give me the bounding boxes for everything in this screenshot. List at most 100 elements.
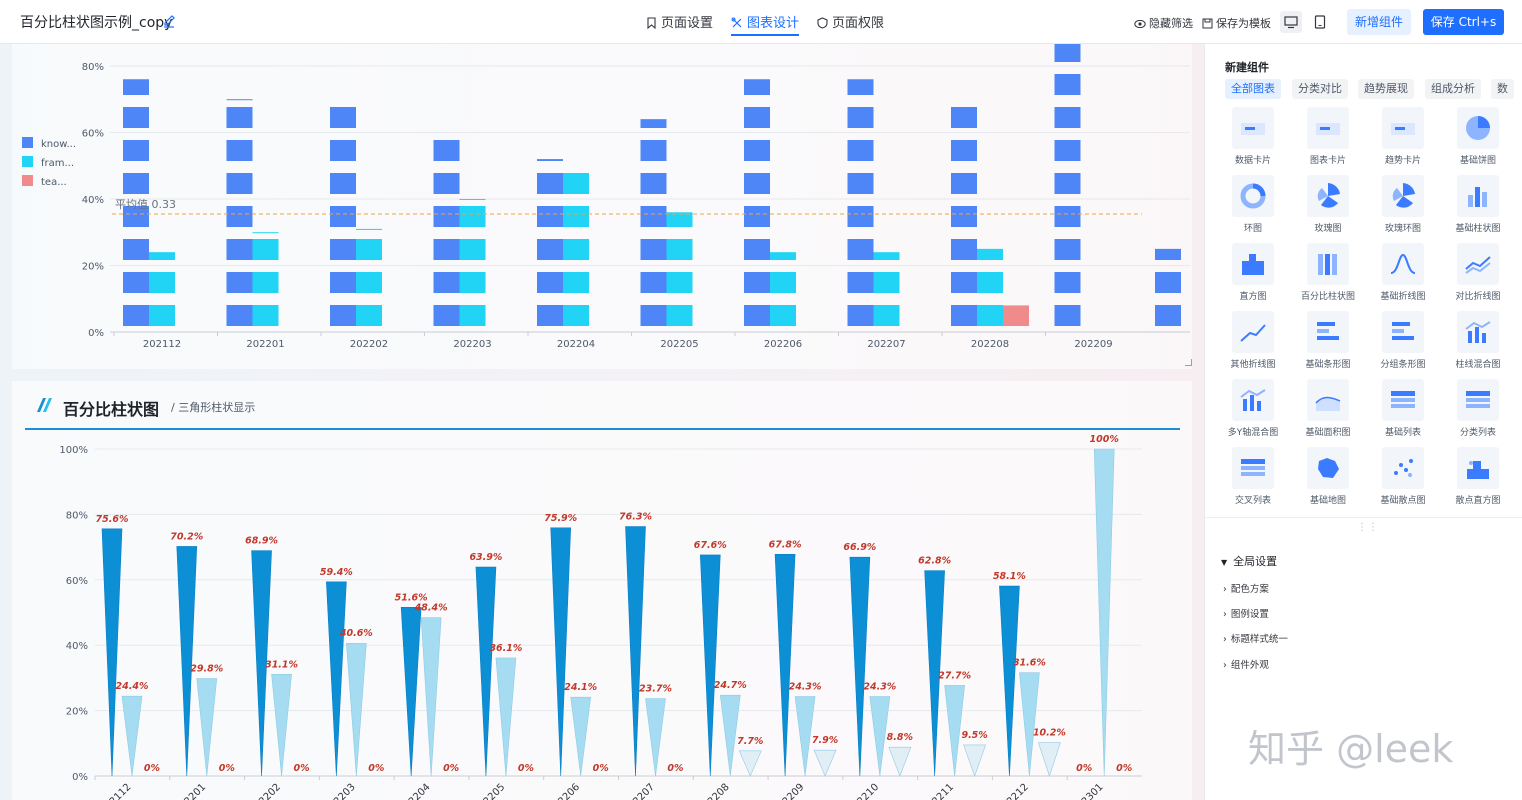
gallery-item[interactable]: 柱线混合图: [1446, 311, 1510, 370]
bar-segment: [252, 239, 279, 260]
gallery-item[interactable]: 基础折线图: [1371, 243, 1435, 302]
gallery-label: 其他折线图: [1230, 360, 1276, 370]
data-label: 67.6%: [694, 540, 727, 551]
add-component-button[interactable]: 新增组件: [1347, 9, 1411, 35]
gallery-item[interactable]: 基础柱状图: [1446, 175, 1510, 234]
x-tick-label: 202203: [323, 782, 358, 800]
bar-segment: [459, 272, 486, 293]
bar-segment: [1054, 74, 1081, 95]
settings-item-color-scheme[interactable]: › 配色方案: [1223, 581, 1269, 595]
gallery-label: 基础散点图: [1380, 496, 1426, 506]
legend-item-knowledge[interactable]: know...: [22, 137, 76, 150]
bar-segment: [1054, 206, 1081, 227]
bar-segment: [252, 232, 279, 234]
bar-segment: [640, 272, 667, 293]
gallery-item[interactable]: 交叉列表: [1221, 447, 1285, 506]
gallery-item[interactable]: 百分比柱状图: [1296, 243, 1360, 302]
bar-segment: [330, 206, 356, 227]
settings-label: 配色方案: [1230, 584, 1269, 595]
bar-segment: [1155, 272, 1181, 293]
bar-segment: [330, 239, 356, 260]
legend-item-team[interactable]: tea...: [22, 175, 67, 188]
triangle-bar: [924, 570, 945, 777]
settings-item-title-style[interactable]: › 标题样式统一: [1223, 631, 1288, 645]
gallery-thumb: [1382, 379, 1424, 421]
gallery-item[interactable]: 直方图: [1221, 243, 1285, 302]
settings-item-appearance[interactable]: › 组件外观: [1223, 657, 1269, 671]
data-label: 40.6%: [339, 628, 373, 639]
watermark-text: 知乎 @leek: [1248, 727, 1454, 771]
x-tick-label: 202206: [547, 782, 582, 800]
bar-segment: [459, 198, 486, 200]
bar-segment: [537, 305, 563, 326]
triangle-bar: [719, 694, 741, 777]
gallery-thumb: [1382, 447, 1424, 489]
gallery-item[interactable]: 基础饼图: [1446, 107, 1510, 166]
gallery-label: 图表卡片: [1309, 156, 1346, 166]
bar-segment: [640, 206, 667, 227]
gallery-item[interactable]: 玫瑰图: [1296, 175, 1360, 234]
panel-title: 新建组件: [1225, 61, 1269, 74]
category-tab-compare[interactable]: 分类对比: [1292, 79, 1348, 99]
drag-handle[interactable]: ⋮⋮: [1357, 522, 1379, 533]
gallery-thumb: [1232, 447, 1274, 489]
gallery-item[interactable]: 其他折线图: [1221, 311, 1285, 370]
data-label: 7.9%: [812, 735, 838, 746]
triangle-bar: [475, 566, 497, 777]
tab-page-settings[interactable]: 页面设置: [646, 12, 713, 34]
gallery-item[interactable]: 玫瑰环图: [1371, 175, 1435, 234]
other-line-icon: [1240, 324, 1266, 342]
gallery-item[interactable]: 基础散点图: [1371, 447, 1435, 506]
scatter-icon: [1394, 459, 1413, 477]
triangle-bar: [326, 581, 347, 777]
category-tab-trend[interactable]: 趋势展现: [1358, 79, 1414, 99]
bar-line-icon: [1465, 321, 1491, 343]
data-label: 0%: [593, 763, 609, 774]
global-settings-header[interactable]: ▼ 全局设置: [1221, 553, 1277, 569]
desktop-view-button[interactable]: [1280, 11, 1302, 33]
data-label: 76.3%: [619, 511, 652, 522]
gallery-item[interactable]: 对比折线图: [1446, 243, 1510, 302]
bar-segment: [226, 107, 253, 128]
bar-segment: [252, 305, 279, 326]
triangle-bar: [1038, 742, 1061, 777]
gallery-item[interactable]: 环图: [1221, 175, 1285, 234]
save-button[interactable]: 保存 Ctrl+s: [1423, 9, 1504, 35]
gallery-item[interactable]: 基础地图: [1296, 447, 1360, 506]
tab-chart-design[interactable]: 图表设计: [731, 12, 800, 36]
x-tick-label: 202202: [350, 339, 388, 350]
bar-segment: [744, 305, 770, 326]
gallery-label: 柱线混合图: [1455, 360, 1501, 370]
gallery-item[interactable]: 基础条形图: [1296, 311, 1360, 370]
gallery-item[interactable]: 图表卡片: [1296, 107, 1360, 166]
category-tab-composition[interactable]: 组成分析: [1425, 79, 1481, 99]
save-template-button[interactable]: 保存为模板: [1202, 15, 1271, 31]
tab-page-permissions[interactable]: 页面权限: [817, 12, 884, 34]
gallery-item[interactable]: 散点直方图: [1446, 447, 1510, 506]
category-tab-more[interactable]: 数: [1491, 79, 1514, 99]
bar-segment: [226, 239, 253, 260]
resize-handle[interactable]: [1185, 359, 1192, 366]
gallery-item[interactable]: 基础列表: [1371, 379, 1435, 438]
gallery-item[interactable]: 数据卡片: [1221, 107, 1285, 166]
gallery-item[interactable]: 多Y轴混合图: [1221, 379, 1285, 438]
gallery-item[interactable]: 趋势卡片: [1371, 107, 1435, 166]
x-tick-label: 202203: [453, 339, 491, 350]
edit-icon[interactable]: [162, 12, 176, 28]
bar-segment: [640, 239, 667, 260]
bar-segment: [951, 173, 977, 194]
hide-filter-button[interactable]: 隐藏筛选: [1134, 15, 1193, 31]
settings-item-legend[interactable]: › 图例设置: [1223, 606, 1269, 620]
data-label: 24.1%: [564, 682, 597, 693]
data-label: 0%: [443, 763, 459, 774]
gallery-item[interactable]: 分类列表: [1446, 379, 1510, 438]
gallery-item[interactable]: 基础面积图: [1296, 379, 1360, 438]
x-tick-label: 202202: [248, 782, 283, 800]
bar-segment: [1054, 272, 1081, 293]
data-label: 0%: [1116, 763, 1132, 774]
gallery-item[interactable]: 分组条形图: [1371, 311, 1435, 370]
legend-item-framework[interactable]: fram...: [22, 156, 74, 169]
category-tab-all[interactable]: 全部图表: [1225, 79, 1281, 99]
gallery-label: 交叉列表: [1234, 496, 1271, 506]
tablet-view-button[interactable]: [1309, 11, 1331, 33]
